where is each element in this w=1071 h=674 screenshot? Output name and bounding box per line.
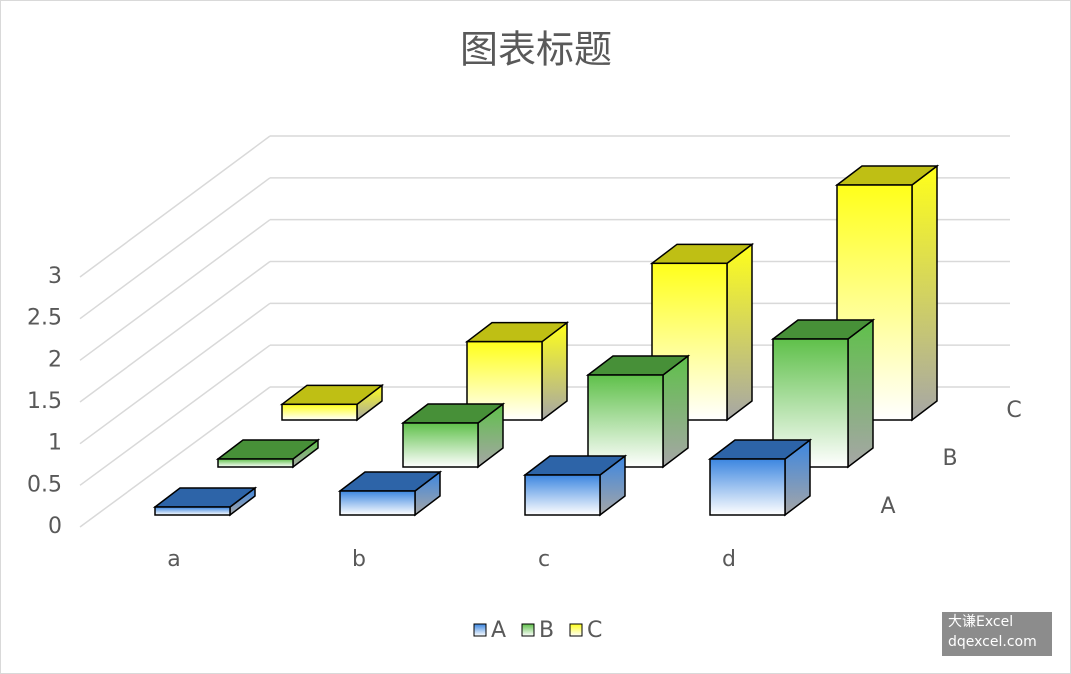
- bar-side: [911, 164, 938, 422]
- bar: [707, 438, 813, 517]
- bar-side: [726, 242, 753, 422]
- grid-line: [79, 135, 271, 278]
- bar: [400, 402, 506, 469]
- bar: [215, 438, 321, 469]
- x-tick-label: d: [722, 547, 736, 572]
- watermark: dqexcel.com: [948, 634, 1037, 650]
- y-tick-label: 3: [48, 264, 62, 289]
- y-tick-label: 2.5: [27, 306, 62, 331]
- legend-swatch: [473, 623, 487, 637]
- bar-front: [339, 490, 416, 516]
- x-tick-label: b: [352, 547, 366, 572]
- x-tick-label: a: [167, 547, 180, 572]
- bar-front: [154, 506, 231, 516]
- bar-front: [281, 403, 358, 421]
- x-tick-label: c: [538, 547, 550, 572]
- bar: [152, 486, 258, 517]
- y-tick-label: 1.5: [27, 389, 62, 414]
- grid-line: [79, 260, 271, 403]
- y-tick-label: 0.5: [27, 472, 62, 497]
- grid-line: [79, 219, 271, 361]
- bar: [279, 383, 385, 422]
- legend-swatch: [569, 623, 583, 637]
- chart-title: 图表标题: [460, 28, 612, 72]
- series-label: C: [1006, 398, 1021, 423]
- watermark-box: [942, 612, 1052, 656]
- series-label: A: [880, 494, 895, 519]
- bar: [585, 354, 691, 469]
- y-tick-label: 2: [48, 347, 62, 372]
- bar-front: [402, 422, 479, 468]
- y-tick-label: 0: [48, 514, 62, 539]
- legend-swatch: [521, 623, 535, 637]
- bar-side: [847, 318, 874, 469]
- bar: [522, 454, 628, 517]
- legend-label: A: [491, 618, 506, 643]
- bar-front: [466, 340, 543, 421]
- grid-line: [79, 177, 271, 320]
- y-tick-label: 1: [48, 431, 62, 456]
- bar-front: [524, 474, 601, 516]
- legend-label: C: [587, 618, 602, 643]
- series-label: B: [942, 446, 957, 471]
- grid-line: [79, 302, 271, 445]
- grid-line: [79, 344, 271, 486]
- bar-front: [709, 458, 786, 516]
- watermark: 大谦Excel: [948, 614, 1013, 630]
- grid-line: [79, 386, 271, 528]
- bar-front: [217, 458, 294, 468]
- legend-label: B: [539, 618, 554, 643]
- bar-front: [587, 374, 664, 468]
- bar: [337, 470, 443, 517]
- bar: [464, 321, 570, 422]
